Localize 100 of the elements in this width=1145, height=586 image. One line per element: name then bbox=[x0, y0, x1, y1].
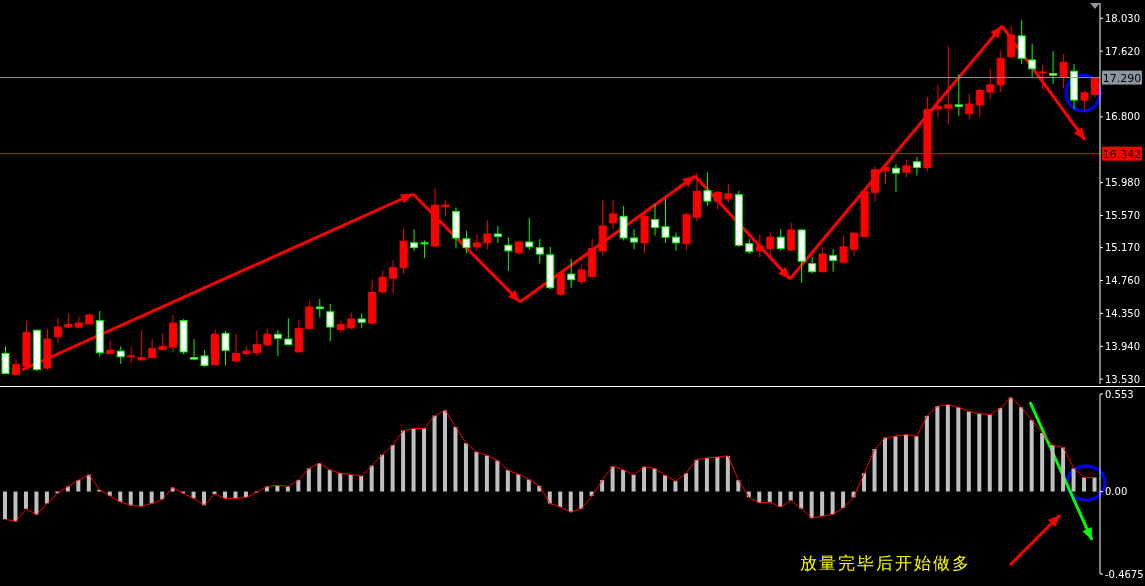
candlestick bbox=[891, 163, 900, 193]
bar bbox=[1019, 407, 1024, 492]
candlestick bbox=[965, 93, 974, 120]
candlestick bbox=[975, 88, 984, 118]
candlestick bbox=[378, 270, 387, 295]
bar bbox=[359, 476, 364, 492]
bar bbox=[872, 449, 877, 492]
bar bbox=[306, 468, 311, 492]
bar bbox=[568, 491, 573, 513]
bar bbox=[76, 480, 81, 492]
candlestick bbox=[724, 183, 733, 204]
candlestick bbox=[284, 317, 293, 346]
y-tick-label: 13.530 bbox=[1105, 373, 1140, 385]
y-tick-label: 0.00 bbox=[1105, 486, 1128, 498]
annotation: 放量完毕后开始做多 bbox=[800, 552, 971, 575]
bar bbox=[411, 428, 416, 492]
bar bbox=[914, 436, 919, 492]
candlestick bbox=[651, 203, 660, 237]
bar bbox=[767, 491, 772, 503]
candlestick bbox=[703, 171, 712, 207]
bar bbox=[642, 466, 647, 492]
candlestick bbox=[190, 338, 199, 361]
candlestick bbox=[619, 205, 628, 241]
candlestick bbox=[472, 233, 481, 251]
bar bbox=[893, 436, 898, 492]
bar bbox=[1061, 447, 1066, 492]
bar bbox=[621, 469, 626, 492]
candlestick bbox=[933, 84, 942, 118]
ref-line-label: 17.290 bbox=[1102, 71, 1142, 85]
candlestick bbox=[1049, 50, 1058, 85]
bar bbox=[663, 475, 667, 492]
bar bbox=[903, 434, 908, 492]
bar bbox=[401, 430, 406, 492]
bar bbox=[1092, 477, 1097, 492]
bar bbox=[673, 481, 678, 492]
bar bbox=[704, 458, 709, 492]
candlestick bbox=[1080, 89, 1089, 111]
bar bbox=[128, 491, 133, 506]
bar bbox=[23, 491, 28, 509]
candlestick bbox=[912, 156, 921, 176]
bar bbox=[484, 455, 489, 492]
bar bbox=[966, 411, 971, 492]
candlestick bbox=[881, 163, 890, 185]
bar bbox=[3, 491, 7, 520]
bar bbox=[820, 491, 825, 517]
candlestick bbox=[661, 198, 670, 244]
candlestick bbox=[221, 330, 230, 367]
candlestick bbox=[850, 231, 859, 257]
bar bbox=[34, 491, 39, 515]
candlestick bbox=[483, 219, 492, 250]
y-tick-label: 15.170 bbox=[1105, 242, 1140, 254]
bar bbox=[652, 468, 657, 492]
bar bbox=[516, 474, 521, 492]
bar bbox=[463, 443, 468, 492]
candlestick bbox=[535, 238, 544, 265]
y-tick-label: -0.4675 bbox=[1105, 568, 1144, 580]
bar bbox=[945, 404, 950, 492]
candlestick bbox=[305, 300, 314, 330]
candlestick bbox=[944, 45, 953, 125]
y-tick-label: 14.350 bbox=[1105, 307, 1140, 319]
bar bbox=[474, 451, 479, 492]
candlestick bbox=[671, 231, 680, 252]
candlestick bbox=[954, 73, 963, 117]
bar bbox=[830, 491, 835, 515]
bar bbox=[390, 444, 395, 492]
bar bbox=[998, 408, 1003, 492]
candlestick bbox=[137, 329, 146, 362]
ref-line-label: 16.342 bbox=[1102, 147, 1142, 161]
candlestick bbox=[839, 235, 848, 264]
candlestick bbox=[776, 228, 785, 252]
bar bbox=[809, 491, 814, 519]
bar bbox=[1029, 420, 1034, 492]
candlestick bbox=[1017, 19, 1026, 65]
y-tick-label: 15.980 bbox=[1105, 177, 1140, 189]
candlestick bbox=[871, 166, 880, 202]
bar bbox=[558, 491, 563, 508]
candlestick bbox=[231, 333, 240, 365]
bar bbox=[1040, 432, 1045, 492]
bar bbox=[631, 474, 636, 492]
candlestick bbox=[53, 317, 62, 344]
candlestick bbox=[766, 231, 775, 261]
candlestick bbox=[829, 248, 838, 273]
bar bbox=[348, 474, 353, 492]
bar bbox=[987, 414, 992, 492]
candlestick bbox=[556, 270, 565, 297]
bar bbox=[453, 426, 458, 492]
candlestick bbox=[315, 298, 324, 318]
y-tick-label: 15.570 bbox=[1105, 210, 1140, 222]
bar bbox=[715, 456, 720, 492]
bar bbox=[380, 454, 385, 492]
candlestick bbox=[1059, 53, 1068, 89]
candlestick bbox=[410, 228, 419, 252]
bar bbox=[432, 415, 437, 492]
candlestick bbox=[609, 199, 618, 230]
bar bbox=[338, 473, 343, 492]
bar bbox=[1071, 468, 1076, 492]
bar bbox=[86, 474, 91, 492]
candlestick bbox=[525, 217, 534, 251]
bar bbox=[526, 479, 531, 492]
candlestick bbox=[755, 234, 764, 258]
